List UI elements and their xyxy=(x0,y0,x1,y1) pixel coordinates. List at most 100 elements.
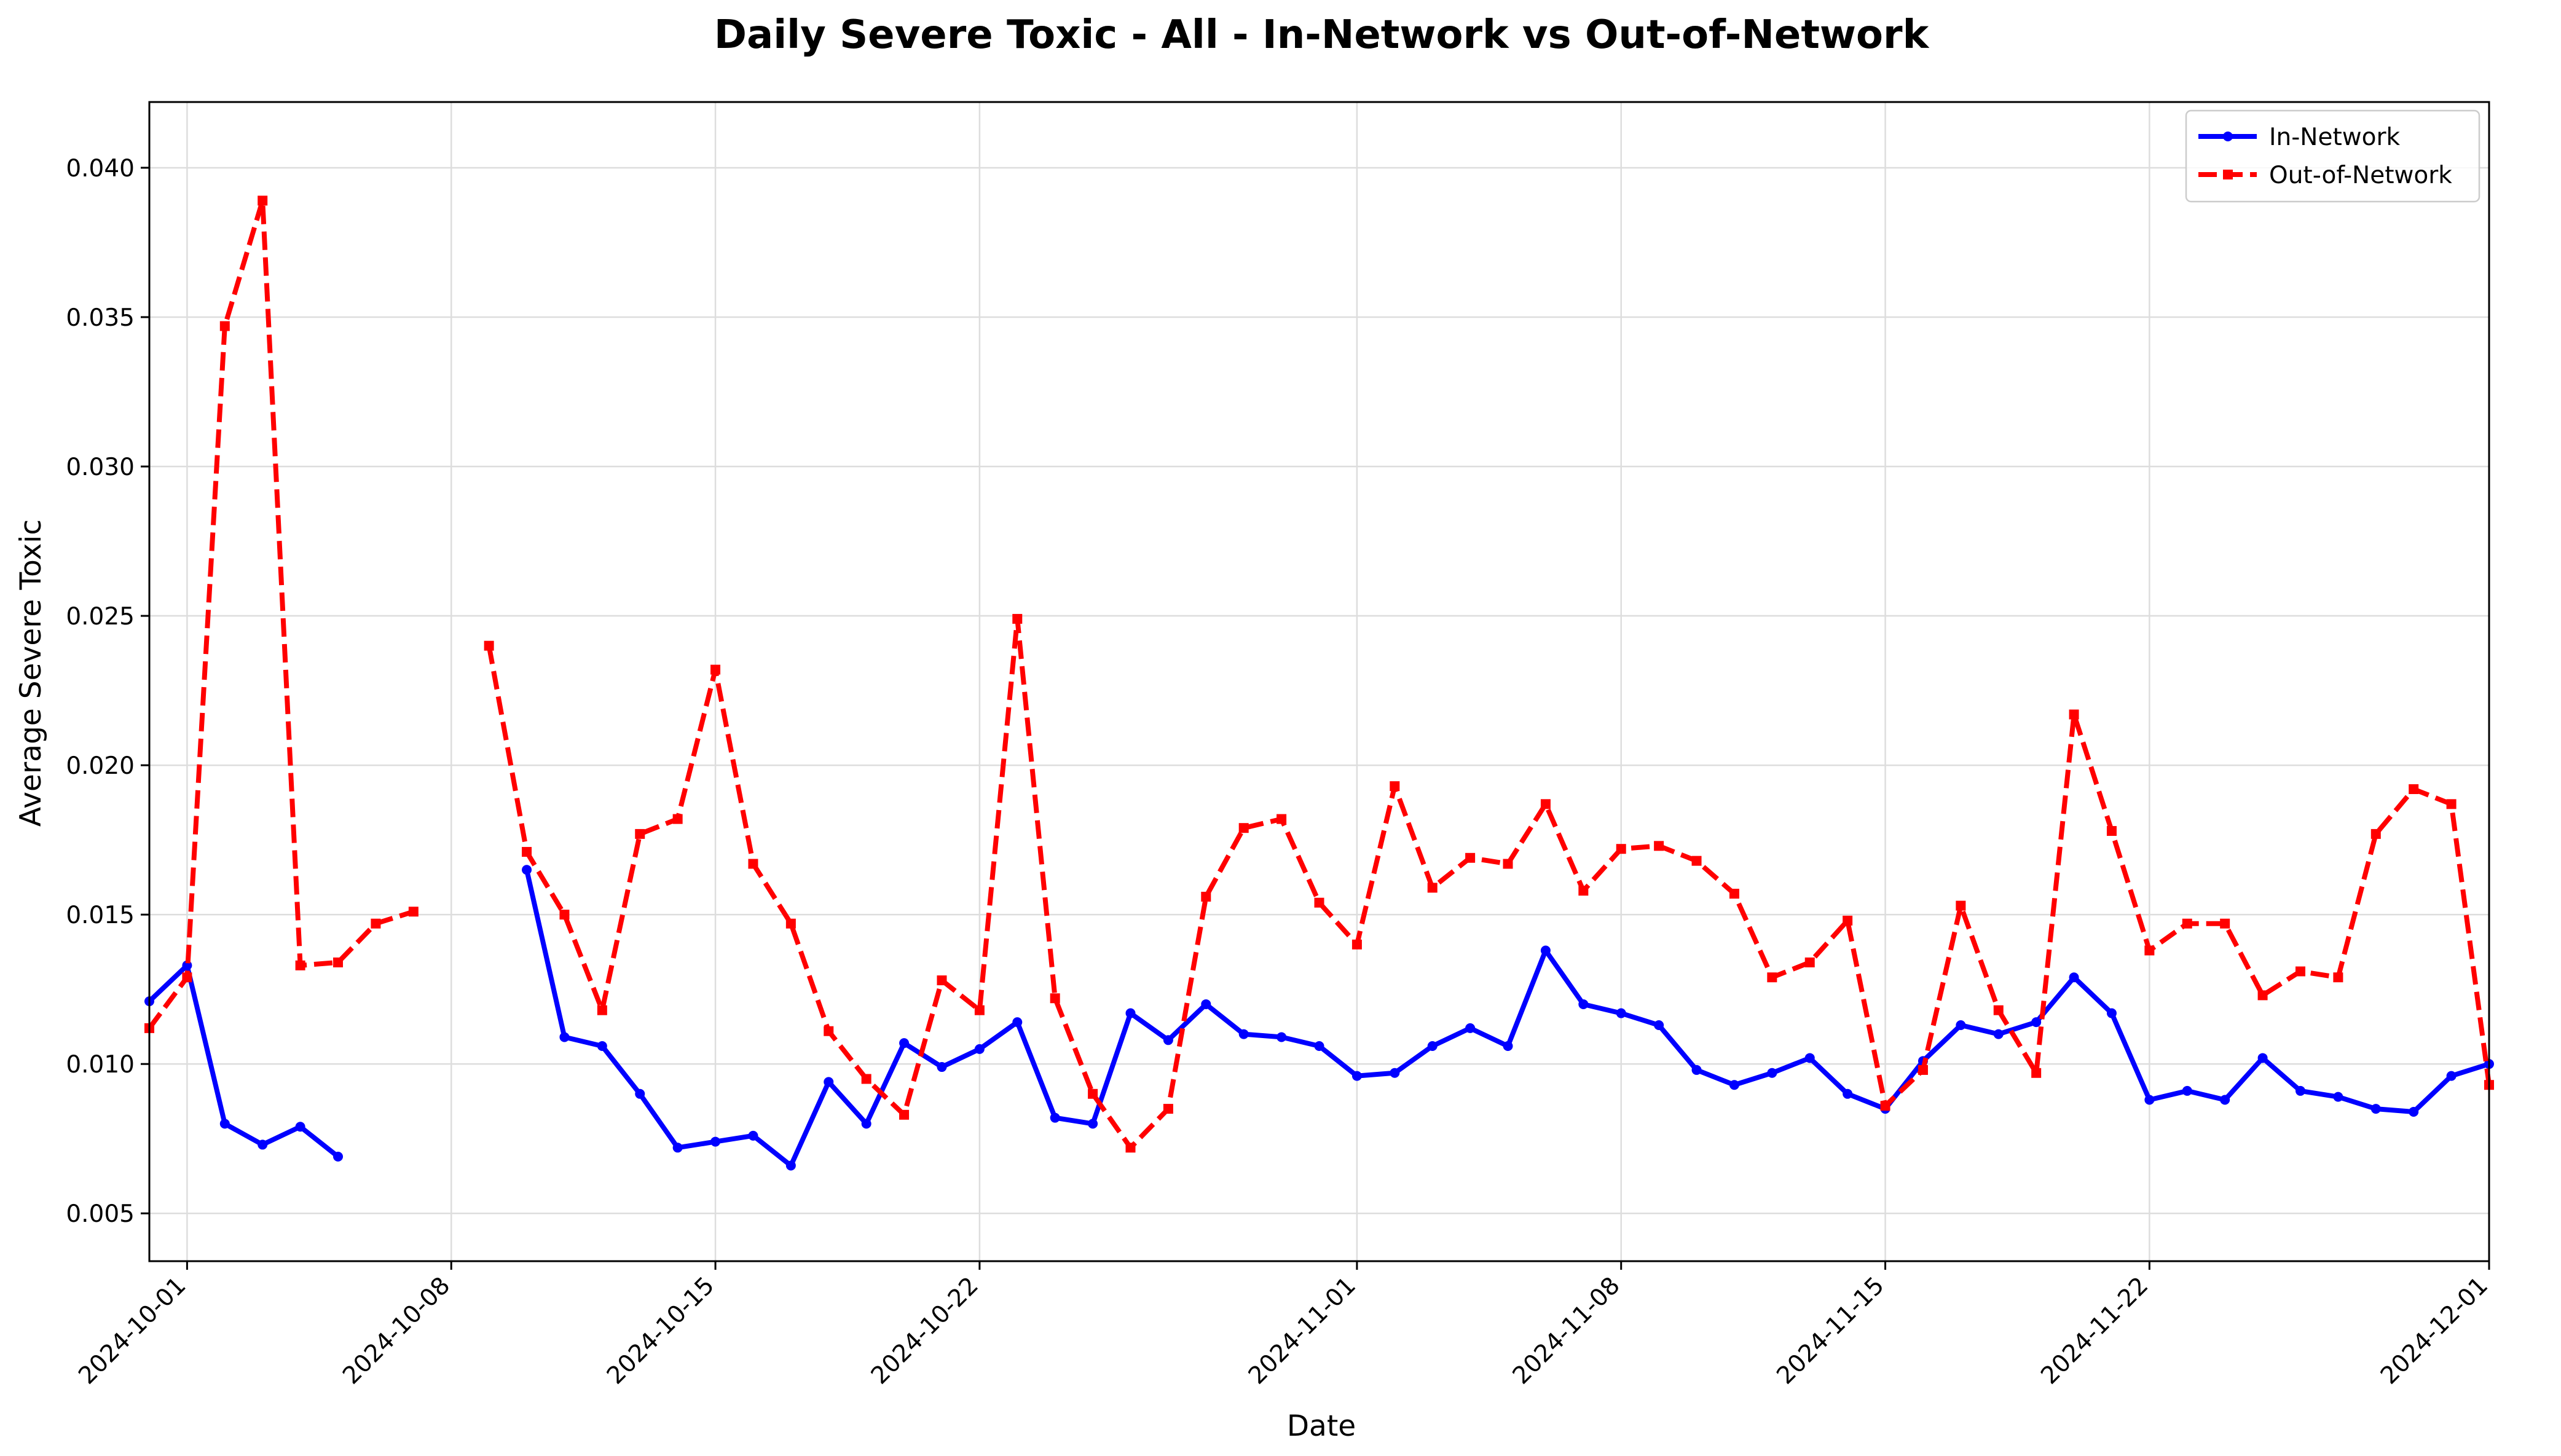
data-point-in-network xyxy=(2370,1104,2381,1114)
data-point-out-of-network xyxy=(2295,966,2305,977)
plot-series xyxy=(144,195,2494,1171)
data-point-out-of-network xyxy=(899,1109,910,1120)
data-point-in-network xyxy=(258,1139,268,1150)
x-tick-label: 2024-11-15 xyxy=(1772,1272,1890,1390)
data-point-in-network xyxy=(2333,1092,2343,1102)
legend-entry-in-network: In-Network xyxy=(2198,124,2401,151)
data-point-in-network xyxy=(1578,999,1589,1009)
data-point-in-network xyxy=(1691,1064,1702,1075)
data-point-out-of-network xyxy=(635,828,645,839)
data-point-out-of-network xyxy=(1201,891,1211,902)
data-point-out-of-network xyxy=(1843,915,1853,926)
data-point-out-of-network xyxy=(2182,918,2192,929)
y-axis-label: Average Severe Toxic xyxy=(14,519,48,827)
data-point-out-of-network xyxy=(2333,972,2343,983)
data-point-out-of-network xyxy=(182,972,192,983)
data-point-in-network xyxy=(824,1077,834,1087)
data-point-in-network xyxy=(2409,1106,2419,1117)
data-point-in-network xyxy=(937,1062,947,1072)
y-tick-label: 0.020 xyxy=(66,752,135,780)
data-point-out-of-network xyxy=(295,960,305,970)
data-point-in-network xyxy=(861,1119,871,1129)
data-point-in-network xyxy=(1654,1020,1664,1030)
x-tick-label: 2024-11-22 xyxy=(2036,1272,2154,1390)
series-in-network xyxy=(144,865,2494,1171)
data-point-in-network xyxy=(1427,1041,1438,1052)
data-point-in-network xyxy=(1767,1068,1777,1078)
data-point-out-of-network xyxy=(710,664,721,675)
data-point-out-of-network xyxy=(2106,826,2117,836)
data-point-in-network xyxy=(710,1136,721,1147)
x-tick-label: 2024-10-22 xyxy=(866,1272,984,1390)
data-point-out-of-network xyxy=(2220,918,2230,929)
data-point-out-of-network xyxy=(785,918,796,929)
legend-marker-in-network xyxy=(2223,132,2233,141)
data-point-in-network xyxy=(219,1119,230,1129)
data-point-in-network xyxy=(2220,1095,2230,1105)
data-point-out-of-network xyxy=(1427,883,1438,893)
y-tick-label: 0.005 xyxy=(66,1200,135,1228)
x-tick-label: 2024-10-01 xyxy=(73,1272,191,1390)
legend-marker-out-of-network xyxy=(2223,170,2233,179)
data-point-out-of-network xyxy=(1956,900,1966,911)
legend-label-in-network: In-Network xyxy=(2269,124,2401,151)
data-point-in-network xyxy=(1314,1041,1324,1052)
data-point-in-network xyxy=(2069,972,2079,983)
data-point-in-network xyxy=(2182,1085,2192,1096)
data-point-out-of-network xyxy=(937,975,947,986)
data-point-out-of-network xyxy=(2031,1068,2042,1078)
data-point-out-of-network xyxy=(258,195,268,206)
data-point-out-of-network xyxy=(1880,1101,1890,1111)
data-point-in-network xyxy=(295,1122,305,1132)
data-point-out-of-network xyxy=(2144,945,2155,956)
data-point-out-of-network xyxy=(1540,799,1551,809)
data-point-in-network xyxy=(1201,999,1211,1009)
data-point-in-network xyxy=(1163,1035,1173,1045)
data-point-in-network xyxy=(2295,1085,2305,1096)
data-point-out-of-network xyxy=(1163,1104,1173,1114)
plot-area-frame xyxy=(148,101,2490,1262)
data-point-out-of-network xyxy=(1088,1088,1098,1099)
series-out-of-network xyxy=(144,195,2494,1153)
data-point-in-network xyxy=(1503,1041,1513,1052)
data-point-out-of-network xyxy=(484,640,494,651)
y-tick-label: 0.035 xyxy=(66,304,135,332)
data-point-in-network xyxy=(974,1044,985,1054)
legend-box xyxy=(2185,109,2480,203)
x-axis-label: Date xyxy=(1287,1409,1356,1443)
data-point-in-network xyxy=(1616,1008,1626,1018)
data-point-in-network xyxy=(1843,1088,1853,1099)
data-point-in-network xyxy=(1277,1032,1287,1042)
data-point-in-network xyxy=(1125,1008,1136,1018)
x-tick-label: 2024-10-15 xyxy=(602,1272,720,1390)
data-point-out-of-network xyxy=(371,918,381,929)
data-point-in-network xyxy=(785,1160,796,1171)
data-point-out-of-network xyxy=(672,814,683,824)
data-point-in-network xyxy=(1804,1053,1815,1063)
x-tick-label: 2024-12-01 xyxy=(2375,1272,2493,1390)
data-point-out-of-network xyxy=(1390,781,1400,792)
y-tick-label: 0.025 xyxy=(66,603,135,631)
data-point-out-of-network xyxy=(1012,613,1023,624)
data-point-in-network xyxy=(1993,1029,2004,1039)
data-point-out-of-network xyxy=(1616,844,1626,854)
data-point-out-of-network xyxy=(974,1005,985,1015)
data-point-out-of-network xyxy=(1125,1143,1136,1153)
data-point-in-network xyxy=(2031,1017,2042,1028)
data-point-out-of-network xyxy=(1277,814,1287,824)
data-point-out-of-network xyxy=(861,1074,871,1084)
legend-label-out-of-network: Out-of-Network xyxy=(2269,162,2452,189)
data-point-out-of-network xyxy=(1578,886,1589,896)
data-point-in-network xyxy=(635,1088,645,1099)
x-tick-label: 2024-11-01 xyxy=(1243,1272,1361,1390)
data-point-out-of-network xyxy=(2069,709,2079,720)
data-point-in-network xyxy=(1956,1020,1966,1030)
grid-lines xyxy=(149,102,2490,1261)
data-point-in-network xyxy=(333,1151,344,1162)
data-point-out-of-network xyxy=(2257,990,2268,1001)
data-point-out-of-network xyxy=(559,910,570,920)
series-line-out-of-network xyxy=(147,198,2492,1151)
chart-title: Daily Severe Toxic - All - In-Network vs… xyxy=(714,12,1930,58)
